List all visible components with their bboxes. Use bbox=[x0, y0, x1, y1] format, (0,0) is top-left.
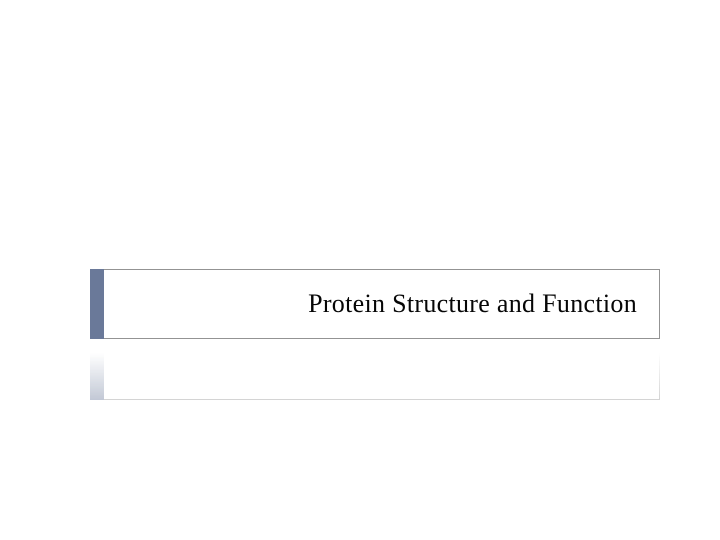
title-accent-bar bbox=[90, 269, 104, 339]
reflection-accent-bar bbox=[90, 348, 104, 400]
slide-title: Protein Structure and Function bbox=[308, 289, 637, 319]
title-block: Protein Structure and Function bbox=[90, 269, 660, 339]
title-reflection bbox=[90, 348, 660, 400]
reflection-content-box bbox=[104, 348, 660, 400]
title-content-box: Protein Structure and Function bbox=[104, 269, 660, 339]
